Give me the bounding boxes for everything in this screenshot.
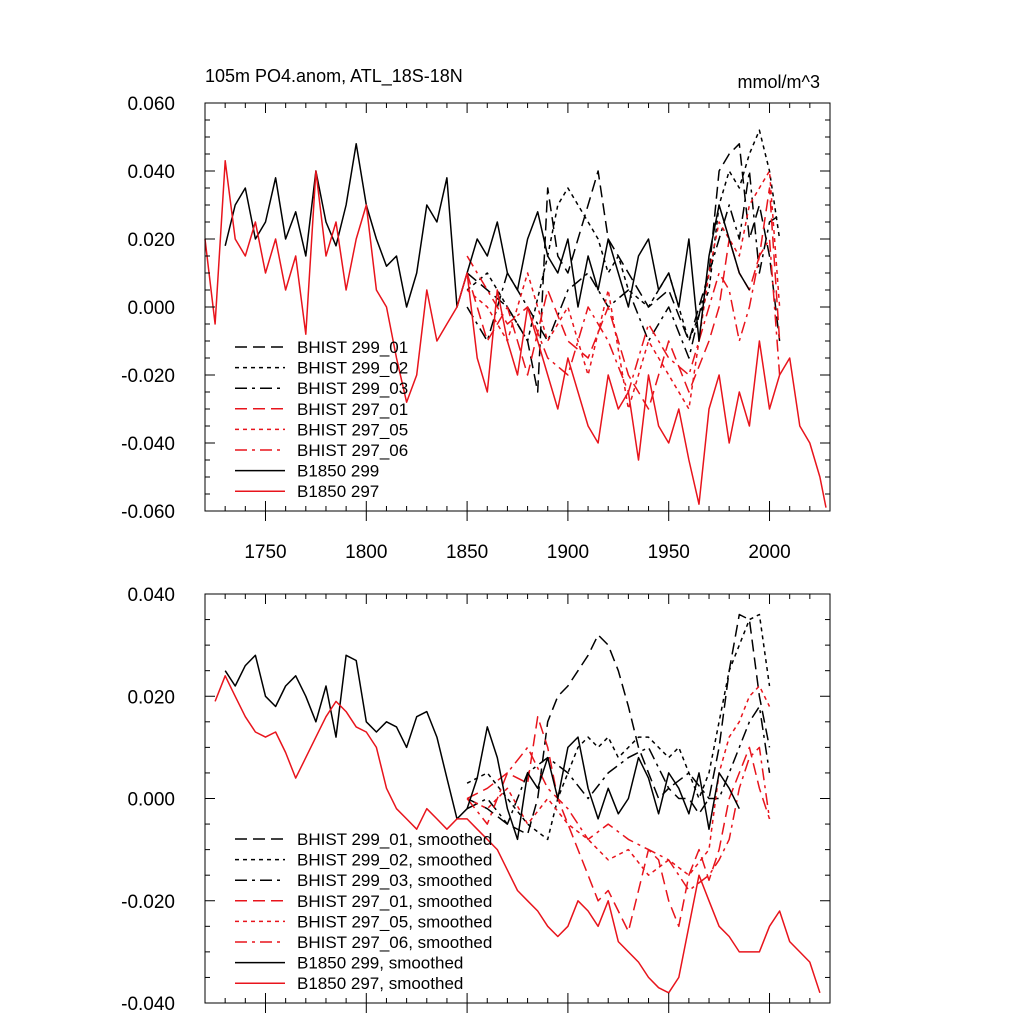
y-tick-label: -0.020 [121,892,175,913]
legend-label-3: BHIST 299_03, smoothed [297,871,492,890]
y-tick-label: 0.000 [127,298,175,319]
x-tick-label: 1850 [446,542,488,563]
series-line-1 [466,613,771,836]
units-label: mmol/m^3 [738,72,820,92]
series-line-5 [466,685,771,876]
series-group [204,129,827,508]
x-tick-label: 1750 [244,542,286,563]
legend-label-2: BHIST 299_02 [297,359,408,378]
series-line-7 [224,654,740,841]
y-tick-label: 0.000 [127,790,175,811]
series-group [214,613,821,994]
legend-label-2: BHIST 299_02, smoothed [297,851,492,870]
legend-label-7: B1850 299 [297,462,379,481]
bottom-panel: 0.040 0.020 0.000 -0.020 -0.040 BHIST 299_01,… [121,585,831,1015]
series-line-6 [466,746,771,892]
legend-label-6: BHIST 297_06 [297,441,408,460]
legend-label-5: BHIST 297_05, smoothed [297,912,492,931]
legend-label-3: BHIST 299_03 [297,379,408,398]
series-line-5 [466,170,781,410]
x-tick-label: 1800 [345,542,387,563]
y-tick-label: -0.040 [121,994,175,1015]
series-line-2 [466,129,781,342]
y-tick-label: 0.020 [127,687,175,708]
series-line-4 [466,187,781,410]
y-tick-label: 0.060 [127,94,175,115]
legend-label-4: BHIST 297_01 [297,400,408,419]
series-line-7 [224,143,751,342]
series-line-1 [466,143,781,393]
series-line-6 [466,238,781,393]
legend-label-8: B1850 297, smoothed [297,974,463,993]
legend-label-1: BHIST 299_01 [297,338,408,357]
x-tick-label: 1900 [547,542,589,563]
y-tick-label: 0.040 [127,585,175,606]
series-line-8 [204,160,827,508]
series-line-4 [466,715,771,933]
legend-label-5: BHIST 297_05 [297,420,408,439]
y-tick-label: 0.020 [127,230,175,251]
y-tick-label: -0.060 [121,502,175,523]
x-tick-label: 2000 [748,542,790,563]
legend-label-8: B1850 297 [297,482,379,501]
y-tick-label: 0.040 [127,162,175,183]
top-panel: 105m PO4.anom, ATL_18S-18N mmol/m^3 0.06… [121,66,831,563]
series-line-2 [466,613,771,841]
x-tick-label: 1950 [648,542,690,563]
series-line-3 [466,170,781,359]
legend-label-4: BHIST 297_01, smoothed [297,892,492,911]
legend-label-6: BHIST 297_06, smoothed [297,933,492,952]
legend-label-1: BHIST 299_01, smoothed [297,830,492,849]
y-tick-label: -0.020 [121,366,175,387]
legend-label-7: B1850 299, smoothed [297,954,463,973]
series-line-3 [466,705,771,825]
chart-title: 105m PO4.anom, ATL_18S-18N [205,66,463,87]
legend: BHIST 299_01, smoothed BHIST 299_02, smoo… [235,830,492,993]
series-line-8 [214,675,821,994]
y-tick-label: -0.040 [121,434,175,455]
